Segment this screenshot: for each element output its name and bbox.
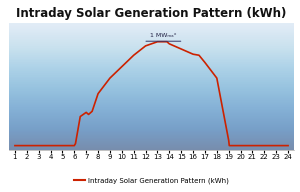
Legend: Intraday Solar Generation Pattern (kWh): Intraday Solar Generation Pattern (kWh) <box>72 175 231 187</box>
Title: Intraday Solar Generation Pattern (kWh): Intraday Solar Generation Pattern (kWh) <box>16 7 287 21</box>
Text: 1 MWₘₐˣ: 1 MWₘₐˣ <box>150 33 177 38</box>
